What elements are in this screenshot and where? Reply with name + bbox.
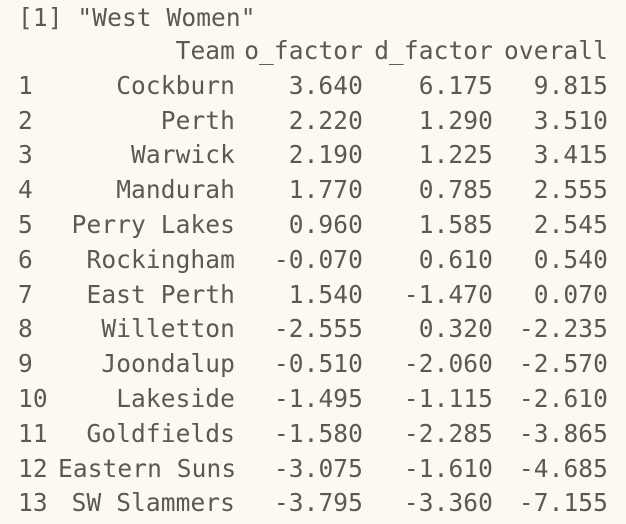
team-name: Perth [160, 105, 235, 135]
row-index: 8 [18, 314, 33, 344]
table-header: Team o_factor d_factor overall [18, 34, 626, 69]
team-name: Lakeside [116, 383, 235, 413]
o-factor-value: 1.540 [288, 279, 363, 309]
o-factor-value: -0.510 [273, 349, 363, 379]
d-factor-value: -1.115 [403, 383, 493, 413]
team-name: Eastern Suns [58, 453, 237, 483]
row-index: 11 [18, 418, 48, 448]
header-d-factor: d_factor [374, 36, 493, 65]
overall-value: -3.865 [518, 418, 608, 448]
team-name: Perry Lakes [71, 209, 235, 239]
o-factor-value: -1.495 [273, 383, 363, 413]
d-factor-value: 1.225 [418, 140, 493, 170]
table-row: 12 Eastern Suns -3.075 -1.610 -4.685 [18, 452, 626, 487]
d-factor-value: 1.585 [418, 209, 493, 239]
table-row: 6 Rockingham -0.070 0.610 0.540 [18, 243, 626, 278]
overall-value: -2.610 [518, 383, 608, 413]
header-o-factor: o_factor [244, 36, 363, 65]
d-factor-value: 0.610 [418, 244, 493, 274]
overall-value: -7.155 [518, 488, 608, 518]
row-index: 2 [18, 105, 33, 135]
row-index: 5 [18, 209, 33, 239]
team-name: Cockburn [116, 70, 235, 100]
table-row: 1 Cockburn 3.640 6.175 9.815 [18, 69, 626, 104]
d-factor-value: -3.360 [403, 488, 493, 518]
o-factor-value: 1.770 [288, 175, 363, 205]
team-name: Warwick [131, 140, 235, 170]
overall-value: -4.685 [518, 453, 608, 483]
team-name: SW Slammers [71, 488, 235, 518]
overall-value: -2.570 [518, 349, 608, 379]
row-index: 4 [18, 175, 33, 205]
o-factor-value: -3.075 [273, 453, 363, 483]
d-factor-value: 0.320 [418, 314, 493, 344]
row-index: 1 [18, 70, 33, 100]
team-name: Joondalup [101, 349, 235, 379]
table-row: 13 SW Slammers -3.795 -3.360 -7.155 [18, 486, 626, 521]
table-body: 1 Cockburn 3.640 6.175 9.815 2 Perth 2.220 1.290… [18, 69, 626, 521]
o-factor-value: 0.960 [288, 209, 363, 239]
o-factor-value: -1.580 [273, 418, 363, 448]
header-team: Team [175, 36, 235, 65]
row-index: 12 [18, 453, 48, 483]
d-factor-value: 6.175 [418, 70, 493, 100]
overall-value: 3.510 [533, 105, 608, 135]
o-factor-value: -3.795 [273, 488, 363, 518]
d-factor-value: 0.785 [418, 175, 493, 205]
row-index: 9 [18, 349, 33, 379]
table-row: 3 Warwick 2.190 1.225 3.415 [18, 138, 626, 173]
row-index: 3 [18, 140, 33, 170]
table-row: 5 Perry Lakes 0.960 1.585 2.545 [18, 208, 626, 243]
team-name: Rockingham [86, 244, 235, 274]
overall-value: 2.555 [533, 175, 608, 205]
team-name: Willetton [101, 314, 235, 344]
table-row: 2 Perth 2.220 1.290 3.510 [18, 104, 626, 139]
table-row: 9 Joondalup -0.510 -2.060 -2.570 [18, 347, 626, 382]
output-title: [1] "West Women" [18, 3, 256, 32]
o-factor-value: -2.555 [273, 314, 363, 344]
d-factor-value: -2.285 [403, 418, 493, 448]
d-factor-value: -2.060 [403, 349, 493, 379]
overall-value: 0.070 [533, 279, 608, 309]
overall-value: 3.415 [533, 140, 608, 170]
o-factor-value: 3.640 [288, 70, 363, 100]
table-row: 4 Mandurah 1.770 0.785 2.555 [18, 173, 626, 208]
overall-value: 9.815 [533, 70, 608, 100]
team-name: Goldfields [86, 418, 235, 448]
row-index: 7 [18, 279, 33, 309]
team-name: East Perth [86, 279, 235, 309]
overall-value: 2.545 [533, 209, 608, 239]
team-name: Mandurah [116, 175, 235, 205]
row-index: 10 [18, 383, 48, 413]
o-factor-value: 2.190 [288, 140, 363, 170]
table-row: 11 Goldfields -1.580 -2.285 -3.865 [18, 417, 626, 452]
o-factor-value: 2.220 [288, 105, 363, 135]
table-row: 10 Lakeside -1.495 -1.115 -2.610 [18, 382, 626, 417]
overall-value: -2.235 [518, 314, 608, 344]
header-overall: overall [504, 36, 608, 65]
d-factor-value: -1.470 [403, 279, 493, 309]
o-factor-value: -0.070 [273, 244, 363, 274]
table-row: 7 East Perth 1.540 -1.470 0.070 [18, 278, 626, 313]
d-factor-value: 1.290 [418, 105, 493, 135]
d-factor-value: -1.610 [403, 453, 493, 483]
table-row: 8 Willetton -2.555 0.320 -2.235 [18, 312, 626, 347]
overall-value: 0.540 [533, 244, 608, 274]
row-index: 13 [18, 488, 48, 518]
row-index: 6 [18, 244, 33, 274]
